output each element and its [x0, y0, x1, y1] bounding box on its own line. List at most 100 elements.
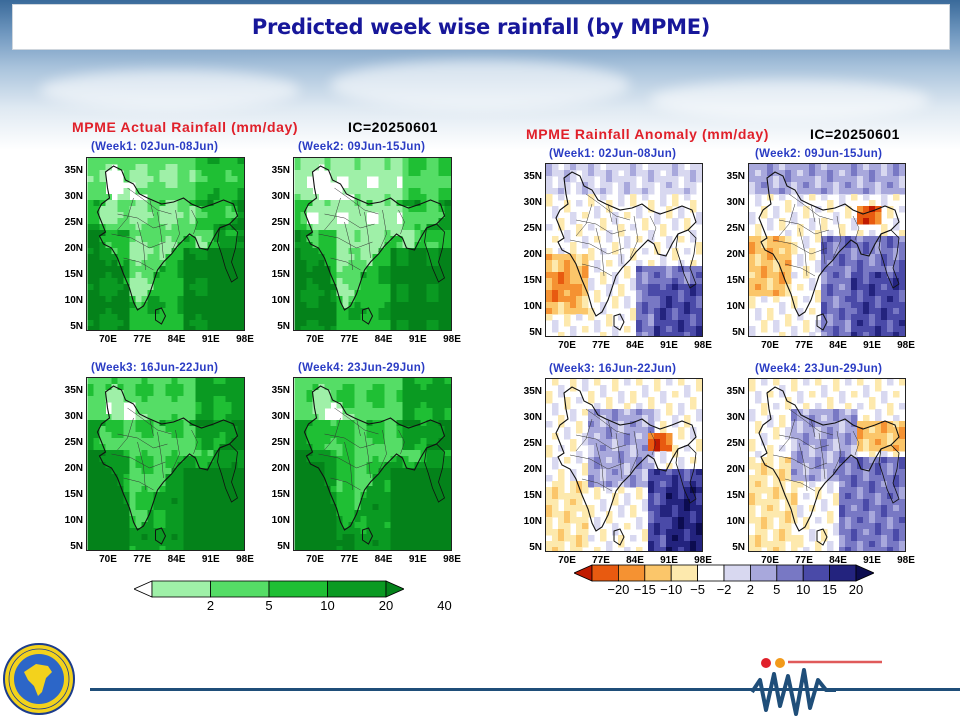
lat-tick: 25N — [523, 438, 542, 449]
anomaly-week3-label: (Week3: 16Jun-22Jun) — [549, 363, 677, 375]
lon-tick: 84E — [374, 334, 393, 345]
lat-tick: 25N — [271, 437, 290, 448]
lat-tick: 25N — [726, 438, 745, 449]
colorbar-label: 10 — [320, 598, 335, 613]
lat-tick: 20N — [64, 243, 83, 254]
lat-tick: 10N — [726, 516, 745, 527]
colorbar-label: 40 — [437, 598, 452, 613]
anomaly-field-4 — [749, 379, 905, 551]
colorbar-label: −5 — [690, 582, 705, 597]
lat-tick: 5N — [732, 327, 745, 338]
lat-tick: 20N — [523, 464, 542, 475]
anomaly-colorbar — [574, 564, 874, 582]
lon-tick: 84E — [626, 340, 644, 351]
lon-tick: 91E — [863, 340, 881, 351]
lat-tick: 15N — [726, 490, 745, 501]
lat-tick: 10N — [726, 301, 745, 312]
lon-tick: 77E — [592, 340, 610, 351]
lat-tick: 15N — [64, 489, 83, 500]
lat-tick: 30N — [726, 412, 745, 423]
lat-tick: 5N — [70, 321, 83, 332]
page-title: Predicted week wise rainfall (by MPME) — [251, 15, 711, 39]
lon-tick: 70E — [306, 554, 324, 565]
anomaly-field-3 — [546, 379, 702, 551]
lat-tick: 20N — [64, 463, 83, 474]
lon-tick: 77E — [133, 334, 152, 345]
actual-colorbar — [134, 580, 404, 598]
lon-tick: 84E — [829, 340, 847, 351]
lon-tick: 84E — [829, 555, 847, 566]
colorbar-label: 5 — [265, 598, 273, 613]
lon-tick: 98E — [694, 555, 712, 566]
lat-tick: 20N — [726, 464, 745, 475]
lat-tick: 25N — [64, 437, 83, 448]
lat-tick: 15N — [271, 489, 290, 500]
lon-tick: 70E — [99, 334, 117, 345]
colorbar-label: 15 — [822, 582, 837, 597]
lat-tick: 10N — [64, 515, 83, 526]
lat-tick: 10N — [64, 295, 83, 306]
anomaly-week1-map — [545, 163, 703, 337]
lat-tick: 30N — [523, 197, 542, 208]
iitm-logo — [3, 643, 75, 715]
lat-tick: 15N — [523, 275, 542, 286]
colorbar-segment — [802, 564, 830, 582]
actual-week2-label: (Week2: 09Jun-15Jun) — [298, 141, 426, 153]
lon-tick: 98E — [897, 555, 915, 566]
lat-tick: 30N — [271, 411, 290, 422]
lat-tick: 35N — [64, 165, 83, 176]
lat-tick: 15N — [64, 269, 83, 280]
lat-tick: 35N — [271, 385, 290, 396]
india-outline — [758, 386, 900, 532]
lon-tick: 91E — [408, 554, 427, 565]
lat-tick: 25N — [271, 217, 290, 228]
lon-tick: 77E — [340, 334, 359, 345]
lon-tick: 84E — [167, 334, 186, 345]
colorbar-label: −15 — [633, 582, 656, 597]
lat-tick: 15N — [523, 490, 542, 501]
title-bar: Predicted week wise rainfall (by MPME) — [12, 4, 950, 50]
lat-tick: 20N — [271, 463, 290, 474]
lon-tick: 98E — [236, 554, 254, 565]
india-outline — [303, 165, 446, 311]
colorbar-label: −10 — [660, 582, 683, 597]
anomaly-panel-title: MPME Rainfall Anomaly (mm/day) — [526, 126, 770, 142]
anomaly-week4-label: (Week4: 23Jun-29Jun) — [755, 363, 883, 375]
lat-tick: 20N — [271, 243, 290, 254]
lat-tick: 10N — [523, 301, 542, 312]
lon-tick: 98E — [443, 554, 461, 565]
india-outline — [758, 171, 900, 317]
colorbar-segment — [151, 580, 211, 598]
lon-tick: 70E — [306, 334, 324, 345]
actual-field-4 — [294, 378, 451, 550]
lat-tick: 10N — [523, 516, 542, 527]
india-outline — [555, 386, 697, 532]
lat-tick: 35N — [726, 171, 745, 182]
lat-tick: 25N — [523, 223, 542, 234]
india-outline — [303, 385, 446, 531]
colorbar-label: 2 — [746, 582, 754, 597]
colorbar-segment — [697, 564, 725, 582]
colorbar-segment — [670, 564, 698, 582]
actual-week1-map — [86, 157, 245, 331]
lat-tick: 30N — [523, 412, 542, 423]
colorbar-label: −20 — [607, 582, 630, 597]
colorbar-label: −2 — [716, 582, 732, 597]
colorbar-segment — [749, 564, 778, 582]
india-outline — [96, 165, 239, 311]
colorbar-segment — [268, 580, 328, 598]
lon-tick: 84E — [626, 555, 644, 566]
actual-field-1 — [87, 158, 244, 330]
lat-tick: 25N — [64, 217, 83, 228]
lat-tick: 20N — [726, 249, 745, 260]
lon-tick: 70E — [761, 555, 779, 566]
lon-tick: 77E — [592, 555, 610, 566]
india-outline — [96, 385, 239, 531]
lon-tick: 84E — [374, 554, 393, 565]
colorbar-segment — [574, 564, 593, 582]
lon-tick: 91E — [201, 554, 220, 565]
lon-tick: 91E — [863, 555, 881, 566]
actual-week3-map — [86, 377, 245, 551]
lon-tick: 91E — [408, 334, 427, 345]
colorbar-segment — [134, 580, 153, 598]
